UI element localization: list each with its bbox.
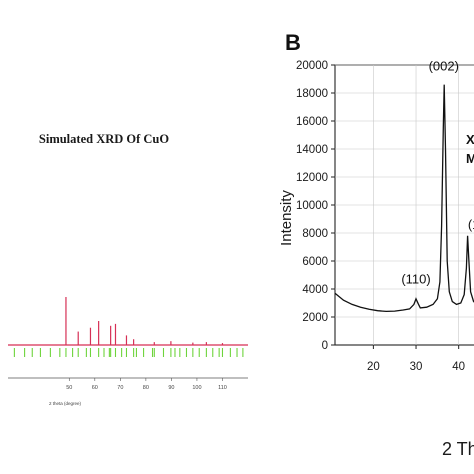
- x-tick-label: 70: [117, 385, 123, 391]
- x-axis-label: 2 The: [442, 439, 474, 459]
- legend-fragment: X: [466, 132, 474, 147]
- x-tick-label: 100: [192, 385, 201, 391]
- y-tick-label: 10000: [296, 200, 328, 212]
- y-tick-label: 18000: [296, 88, 328, 100]
- x-tick-labels: 50 60 70 80 90 100 110: [66, 378, 227, 391]
- y-tick-label: 16000: [296, 116, 328, 128]
- x-tick-label: 50: [66, 385, 72, 391]
- x-tick-label: 20: [367, 361, 380, 373]
- peak-label: (002): [429, 59, 459, 74]
- measured-xrd-panel: B 0 2000 4000 6000 8000 10000 12000 14000 16000 1…: [278, 30, 474, 459]
- simulated-xrd-panel: Simulated XRD Of CuO 50 60 70 80 90 100 110 2 …: [8, 132, 248, 406]
- y-tick-label: 12000: [296, 172, 328, 184]
- y-tick-label: 8000: [302, 228, 328, 240]
- x-tick-label: 40: [452, 361, 465, 373]
- peak-labels: (110) (002) (1: [401, 59, 474, 287]
- legend-fragment: M: [466, 151, 474, 166]
- y-tick-label: 4000: [302, 284, 328, 296]
- y-tick-label: 20000: [296, 60, 328, 72]
- reflection-markers: [13, 348, 244, 357]
- x-tick-label: 60: [92, 385, 98, 391]
- x-tick-label: 30: [410, 361, 423, 373]
- y-tick-label: 14000: [296, 144, 328, 156]
- grid-lines: [335, 64, 474, 345]
- x-tick-label: 110: [218, 385, 227, 391]
- y-tick-label: 6000: [302, 256, 328, 268]
- y-axis-label: Intensity: [278, 190, 295, 246]
- peak-label: (110): [401, 271, 430, 286]
- intensity-curve: [334, 84, 474, 313]
- x-tick-label: 80: [143, 385, 149, 391]
- chart-title: Simulated XRD Of CuO: [39, 132, 169, 146]
- x-axis-label: 2 theta (degree): [49, 401, 82, 406]
- simulated-peaks: [8, 297, 248, 346]
- x-tick-labels: 20 30 40: [367, 345, 465, 373]
- y-tick-labels: 0 2000 4000 6000 8000 10000 12000 14000 16000 180…: [296, 60, 335, 352]
- x-tick-label: 90: [168, 385, 174, 391]
- panel-label: B: [285, 30, 301, 55]
- y-tick-label: 0: [322, 340, 328, 352]
- peak-label: (1: [468, 217, 474, 232]
- y-tick-label: 2000: [302, 312, 328, 324]
